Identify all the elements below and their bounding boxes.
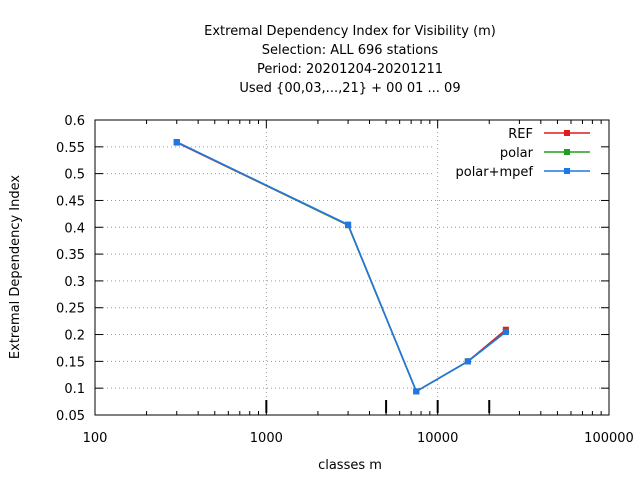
y-tick-label: 0.2 <box>64 329 85 344</box>
legend-swatch-marker <box>564 168 570 174</box>
series-polar-mpef <box>173 138 509 395</box>
series <box>173 138 509 395</box>
y-tick-label: 0.6 <box>64 114 85 129</box>
data-point <box>345 221 352 228</box>
y-tick-label: 0.05 <box>56 409 85 424</box>
data-point <box>173 138 180 145</box>
y-tick-label: 0.15 <box>56 355 85 370</box>
x-tick-label: 100 <box>83 431 108 446</box>
observation-marks <box>265 400 491 413</box>
data-point <box>464 358 471 365</box>
x-axis: 100 1000 10000 100000 <box>83 120 634 446</box>
x-tick-label: 1000 <box>250 431 283 446</box>
data-point <box>413 388 420 395</box>
data-point <box>502 328 509 335</box>
y-tick-label: 0.45 <box>56 194 85 209</box>
x-axis-label: classes m <box>318 458 382 473</box>
y-tick-label: 0.55 <box>56 141 85 156</box>
plot-frame <box>94 119 610 416</box>
title-line: Selection: ALL 696 stations <box>262 43 439 58</box>
title-line: Extremal Dependency Index for Visibility… <box>204 24 496 39</box>
legend-label: REF <box>508 127 533 142</box>
y-tick-label: 0.3 <box>64 275 85 290</box>
y-tick-label: 0.4 <box>64 221 85 236</box>
y-axis-label: Extremal Dependency Index <box>8 175 23 359</box>
y-axis: 0.05 0.1 0.15 0.2 0.25 0.3 0.35 0.4 0.45 0.5 0.55 0… <box>56 114 609 424</box>
chart-title: Extremal Dependency Index for Visibility… <box>204 24 496 96</box>
x-tick-label: 10000 <box>417 431 458 446</box>
legend-label: polar <box>500 146 534 161</box>
y-tick-label: 0.25 <box>56 302 85 317</box>
legend-label: polar+mpef <box>455 165 533 180</box>
title-line: Period: 20201204-20201211 <box>257 62 443 77</box>
grid <box>95 120 609 415</box>
title-line: Used {00,03,...,21} + 00 01 ... 09 <box>239 81 460 96</box>
legend-swatch-marker <box>564 149 570 155</box>
legend-swatch-marker <box>564 130 570 136</box>
y-tick-label: 0.35 <box>56 248 85 263</box>
x-tick-label: 100000 <box>584 431 634 446</box>
y-tick-label: 0.1 <box>64 382 85 397</box>
y-tick-label: 0.5 <box>64 168 85 183</box>
legend: REF polar polar+mpef <box>455 127 590 180</box>
